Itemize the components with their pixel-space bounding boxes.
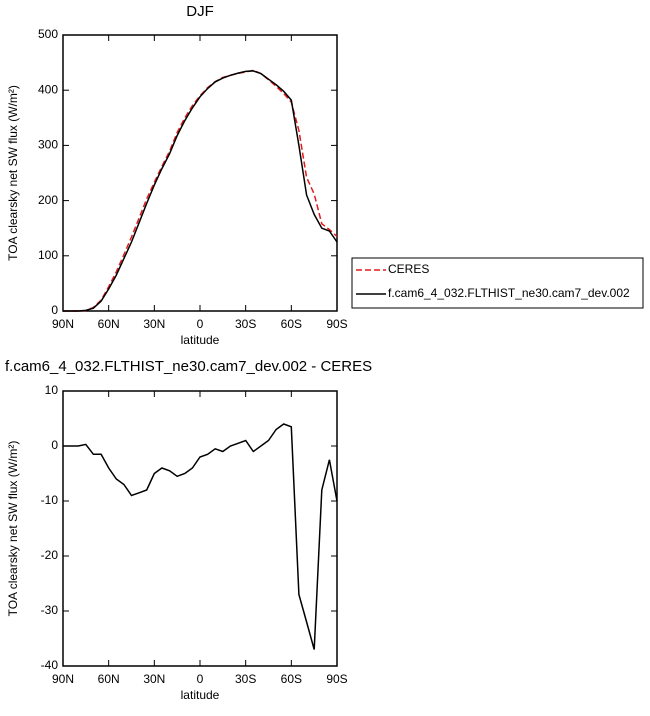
legend-label: f.cam6_4_032.FLTHIST_ne30.cam7_dev.002 — [388, 286, 630, 300]
y-tick-label: -40 — [41, 658, 59, 672]
y-tick-label: 10 — [45, 383, 59, 397]
y-tick-label: 0 — [51, 303, 58, 317]
chart-title: DJF — [186, 3, 214, 20]
series-line — [63, 70, 338, 312]
x-tick-label: 60N — [98, 672, 120, 686]
series-line — [63, 423, 338, 650]
y-axis-label: TOA clearsky net SW flux (W/m²) — [6, 441, 20, 617]
y-axis-label: TOA clearsky net SW flux (W/m²) — [6, 85, 20, 261]
legend-box — [351, 257, 644, 309]
x-tick-label: 60S — [281, 317, 302, 331]
x-tick-label: 30N — [143, 317, 165, 331]
series-line — [63, 69, 338, 312]
plot-frame — [62, 34, 338, 312]
x-tick-label: 90S — [326, 317, 347, 331]
y-tick-label: 500 — [38, 27, 58, 41]
x-tick-label: 60S — [281, 672, 302, 686]
x-tick-label: 60N — [98, 317, 120, 331]
x-tick-label: 30S — [235, 317, 256, 331]
y-tick-label: -30 — [41, 603, 59, 617]
x-tick-label: 30N — [143, 672, 165, 686]
x-tick-label: 30S — [235, 672, 256, 686]
x-tick-label: 0 — [197, 317, 204, 331]
legend-label: CERES — [388, 262, 429, 276]
y-tick-label: 100 — [38, 248, 58, 262]
x-axis-label: latitude — [181, 688, 220, 702]
y-tick-label: 400 — [38, 82, 58, 96]
x-tick-label: 90S — [326, 672, 347, 686]
y-tick-label: -10 — [41, 493, 59, 507]
chart-title: f.cam6_4_032.FLTHIST_ne30.cam7_dev.002 -… — [5, 358, 372, 375]
x-axis-label: latitude — [181, 333, 220, 347]
y-tick-label: 300 — [38, 138, 58, 152]
x-tick-label: 90N — [52, 317, 74, 331]
y-tick-label: 0 — [51, 438, 58, 452]
y-tick-label: 200 — [38, 193, 58, 207]
y-tick-label: -20 — [41, 548, 59, 562]
x-tick-label: 0 — [197, 672, 204, 686]
x-tick-label: 90N — [52, 672, 74, 686]
